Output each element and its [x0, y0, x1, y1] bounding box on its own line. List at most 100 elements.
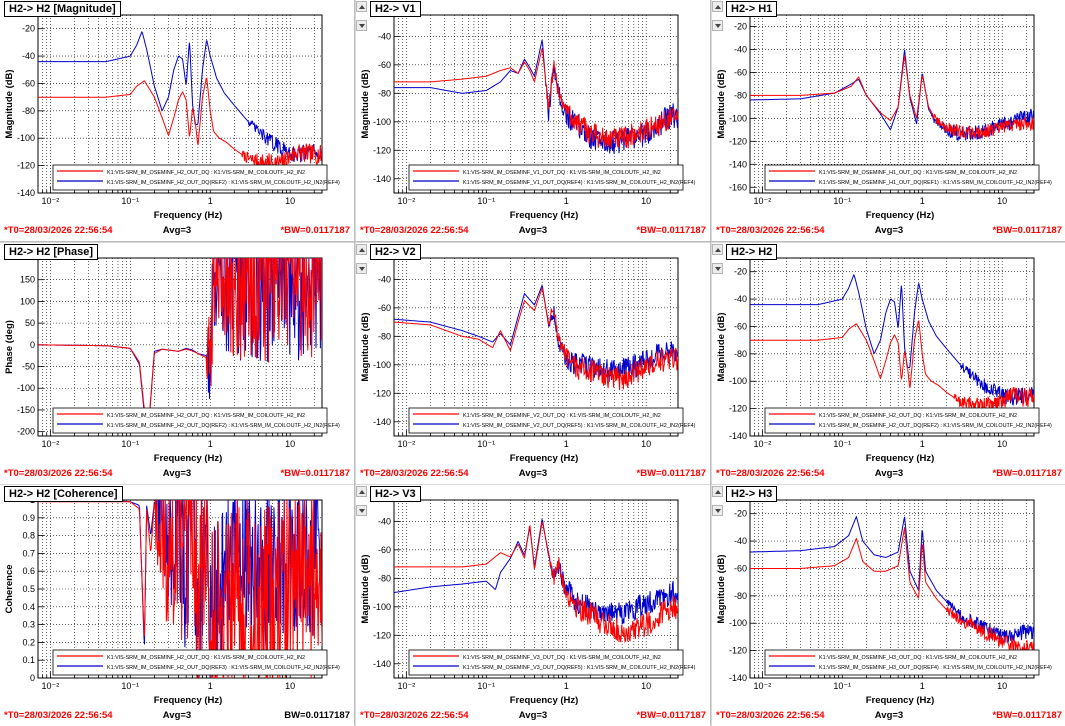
plot-frame: [393, 14, 679, 194]
scroll-up-button[interactable]: [356, 486, 367, 497]
x-tick-label: 10⁻¹: [833, 439, 851, 449]
t0-timestamp: *T0=28/03/2026 22:56:54: [4, 710, 113, 721]
series-line-current: [394, 286, 678, 391]
x-tick-label: 10: [997, 681, 1007, 691]
y-tick-label: 0: [30, 673, 35, 683]
chart[interactable]: -20 -40 -60 -80 -100 -120 -140 10⁻² 10⁻¹ 1 10 Frequ…: [712, 485, 1065, 726]
bandwidth: *BW=0.0117187: [636, 468, 706, 479]
bandwidth: *BW=0.0117187: [280, 225, 350, 236]
y-tick-label: -120: [373, 630, 391, 640]
y-tick-label: -140: [373, 174, 391, 184]
t0-timestamp: *T0=28/03/2026 22:56:54: [4, 225, 113, 236]
y-tick-label: -80: [734, 591, 747, 601]
y-tick-label: -140: [373, 659, 391, 669]
bandwidth: *BW=0.0117187: [636, 225, 706, 236]
series-line-ref: [38, 31, 322, 163]
chart[interactable]: -20 -40 -60 -80 -100 -120 -140 -160 10⁻² 10⁻¹ 1 10 F…: [712, 0, 1065, 241]
x-tick-label: 10: [641, 196, 651, 206]
y-tick-label: -140: [17, 188, 35, 198]
scroll-up-button[interactable]: [712, 244, 723, 255]
scroll-down-button[interactable]: [712, 505, 723, 516]
chart[interactable]: -40 -60 -80 -100 -120 -140 10⁻² 10⁻¹ 1 10 Frequenc…: [356, 485, 710, 726]
series-line-ref: [38, 500, 322, 678]
panel-title[interactable]: H2-> H2 [Magnitude]: [4, 1, 121, 17]
chart[interactable]: -40 -60 -80 -100 -120 -140 10⁻² 10⁻¹ 1 10 Frequenc…: [356, 0, 710, 241]
panel-title[interactable]: H2-> H2 [Coherence]: [4, 486, 123, 502]
y-tick-label: -100: [373, 602, 391, 612]
panel-title[interactable]: H2-> H2 [Phase]: [4, 244, 99, 260]
bandwidth: *BW=0.0117187: [992, 710, 1062, 721]
y-tick-label: -100: [729, 618, 747, 628]
y-tick-label: -120: [373, 388, 391, 398]
panel-title[interactable]: H2-> V3: [370, 486, 421, 502]
y-tick-label: -40: [734, 536, 747, 546]
legend-entry: K1:VIS-SRM_IM_OSEMINF_V3_OUT_DQ : K1:VIS…: [463, 655, 661, 661]
chart[interactable]: -20 -40 -60 -80 -100 -120 -140 10⁻² 10⁻¹ 1 10 Frequ…: [712, 243, 1065, 484]
x-tick-label: 10⁻¹: [121, 439, 139, 449]
y-tick-label: 0.3: [22, 620, 35, 630]
y-tick-label: -100: [729, 376, 747, 386]
panel-title[interactable]: H2-> H2: [726, 244, 778, 260]
scroll-up-button[interactable]: [712, 1, 723, 12]
legend-entry: K1:VIS-SRM_IM_OSEMINF_H2_OUT_DQ(REF2) : …: [107, 180, 340, 186]
y-tick-label: -40: [734, 294, 747, 304]
chart[interactable]: -40 -60 -80 -100 -120 -140 10⁻² 10⁻¹ 1 10 Frequenc…: [356, 243, 710, 484]
x-axis-label: Frequency (Hz): [154, 695, 223, 706]
chart[interactable]: 150 100 50 0 -50 -100 -150 -200 10⁻² 10⁻¹ 1 10 Frequ…: [0, 243, 354, 484]
y-axis-label: Coherence: [4, 564, 15, 613]
y-tick-label: 0.1: [22, 655, 35, 665]
legend: [52, 407, 328, 434]
y-axis-label: Magnitude (dB): [360, 312, 371, 381]
y-tick-label: 0.6: [22, 566, 35, 576]
plot-frame: [393, 257, 679, 437]
panel-title[interactable]: H2-> V2: [370, 244, 421, 260]
chart[interactable]: 10.90.80.70.60.50.40.30.20.1010⁻²10⁻¹110…: [0, 485, 354, 726]
legend: [52, 649, 328, 676]
x-tick-label: 10⁻¹: [477, 196, 495, 206]
y-tick-label: -120: [17, 161, 35, 171]
scroll-down-button[interactable]: [356, 20, 367, 31]
scroll-down-button[interactable]: [356, 505, 367, 516]
x-tick-label: 10: [285, 196, 295, 206]
panel-footer: *T0=28/03/2026 22:56:54 Avg=3 *BW=0.011718…: [4, 467, 350, 481]
column-divider: [710, 0, 711, 725]
y-tick-label: -20: [22, 24, 35, 34]
plot-panel: H2-> H2 [Coherence] 1 0.9 0.8 0.7 0.6 0.5 0.4 0.…: [0, 485, 354, 726]
x-tick-label: 1: [564, 681, 569, 691]
scroll-down-button[interactable]: [356, 263, 367, 274]
y-tick-label: -40: [378, 31, 391, 41]
y-tick-label: -100: [17, 383, 35, 393]
x-tick-label: 10⁻¹: [833, 681, 851, 691]
plot-panel: H2-> H2 [Phase] 150 100 50 0 -50 -100 -150 -200 1…: [0, 243, 354, 484]
panel-title[interactable]: H2-> V1: [370, 1, 421, 17]
x-tick-label: 10: [997, 196, 1007, 206]
y-tick-label: -120: [729, 646, 747, 656]
y-tick-label: -60: [734, 321, 747, 331]
plot-panel: H2-> V2 -40 -60 -80 -100 -120 -140 10⁻² 10⁻¹ 1 10 F…: [356, 243, 710, 484]
panel-title[interactable]: H2-> H1: [726, 1, 778, 17]
y-tick-label: -140: [729, 673, 747, 683]
panel-title[interactable]: H2-> H3: [726, 486, 778, 502]
x-tick-label: 10⁻¹: [121, 681, 139, 691]
averages-count: Avg=3: [518, 225, 548, 236]
y-tick-label: -140: [729, 431, 747, 441]
x-tick-label: 10⁻²: [753, 439, 771, 449]
scroll-up-button[interactable]: [712, 486, 723, 497]
y-tick-label: -60: [734, 563, 747, 573]
scroll-up-button[interactable]: [356, 244, 367, 255]
series-line-ref: [750, 515, 1034, 643]
y-tick-label: -200: [17, 427, 35, 437]
scroll-down-button[interactable]: [712, 263, 723, 274]
series-line-current: [750, 320, 1034, 418]
legend-entry: K1:VIS-SRM_IM_OSEMINF_H2_OUT_DQ : K1:VIS…: [107, 170, 305, 176]
x-tick-label: 10⁻²: [41, 681, 59, 691]
scroll-down-button[interactable]: [712, 20, 723, 31]
y-axis-label: Magnitude (dB): [716, 554, 727, 623]
scroll-up-button[interactable]: [356, 1, 367, 12]
plot-frame: [393, 499, 679, 679]
y-tick-label: 0.5: [22, 584, 35, 594]
y-tick-label: -160: [729, 182, 747, 192]
chart[interactable]: -20 -40 -60 -80 -100 -120 -140 10⁻² 10⁻¹ 1 10 Frequ…: [0, 0, 354, 241]
t0-timestamp: *T0=28/03/2026 22:56:54: [360, 225, 469, 236]
legend-entry: K1:VIS-SRM_IM_OSEMINF_H2_OUT_DQ : K1:VIS…: [107, 413, 305, 419]
